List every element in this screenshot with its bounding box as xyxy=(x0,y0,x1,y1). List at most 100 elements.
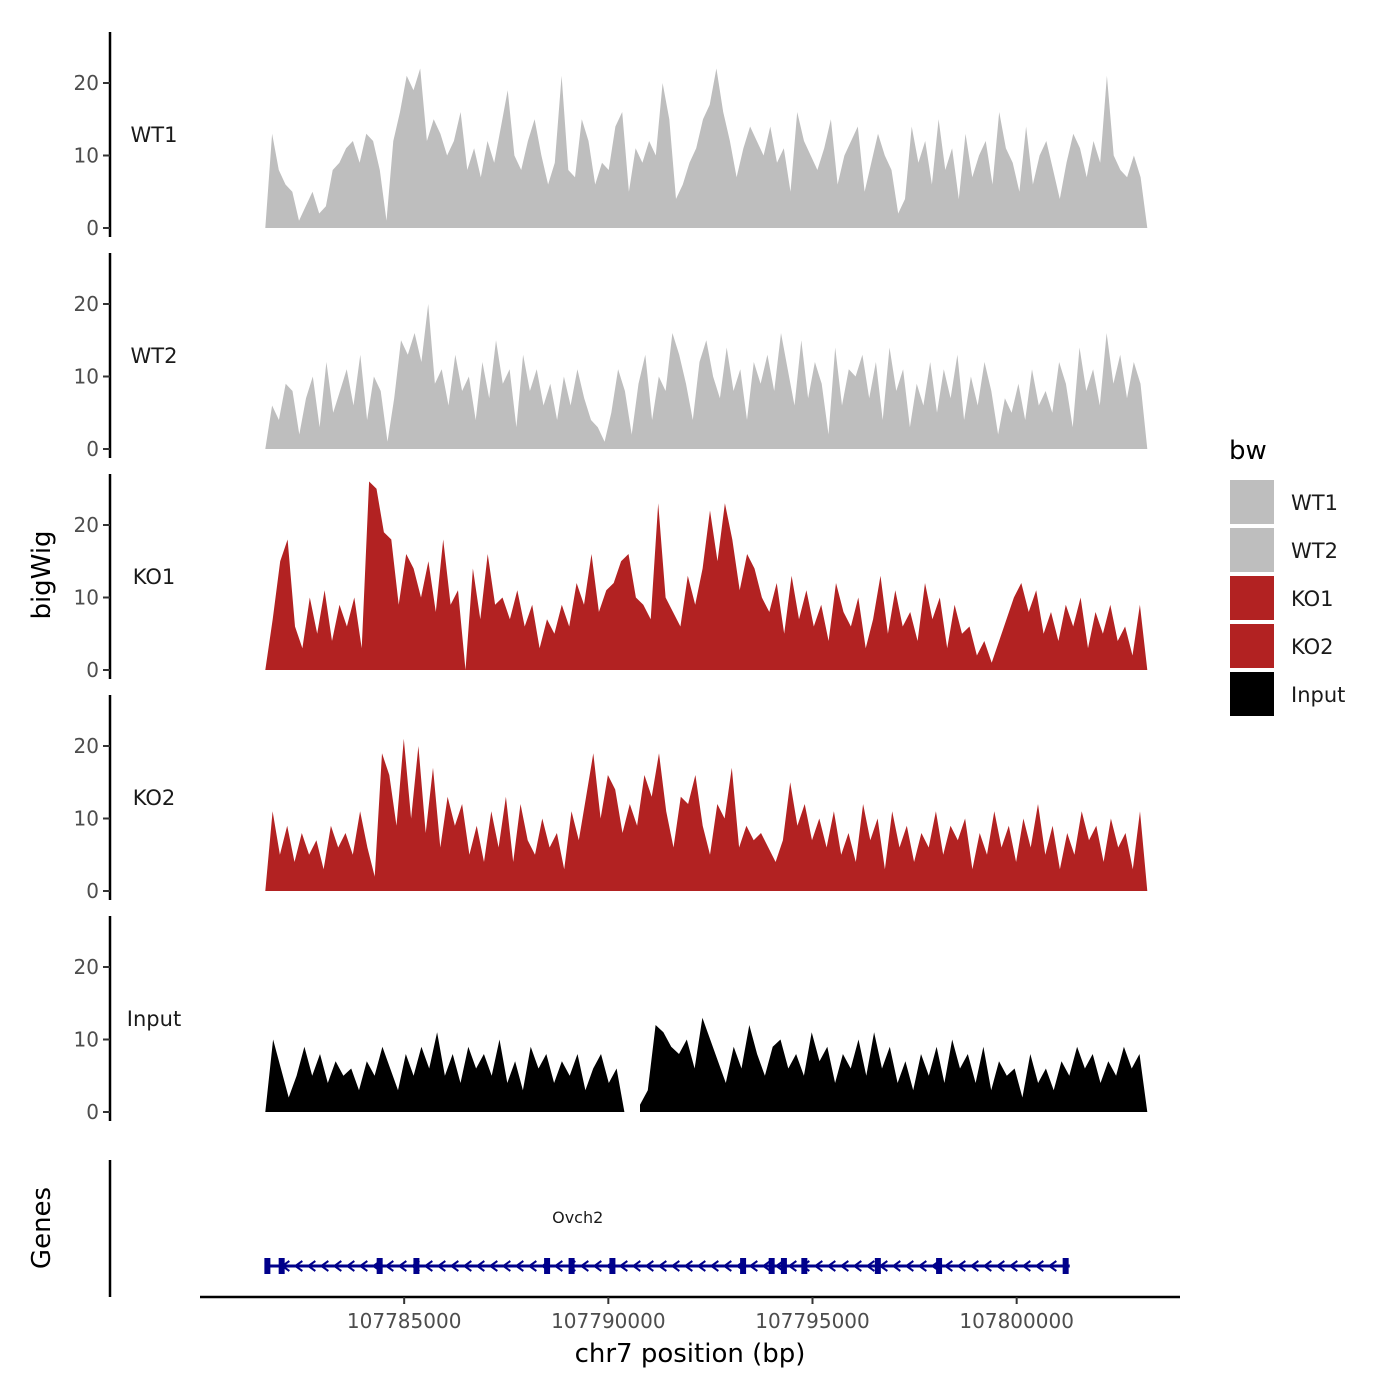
track-label-wt1: WT1 xyxy=(131,123,178,147)
signal-area-ko2 xyxy=(265,738,1148,891)
strand-arrow xyxy=(982,1260,992,1272)
strand-arrow xyxy=(839,1260,849,1272)
strand-arrow xyxy=(943,1260,953,1272)
genes-track: Genes Ovch2 xyxy=(27,1160,1070,1297)
signal-area-ko1 xyxy=(265,481,1148,670)
exon xyxy=(568,1258,575,1274)
legend: bw WT1 WT2 KO1 KO2 Input xyxy=(1229,436,1345,716)
exon xyxy=(740,1258,747,1274)
y-tick-label: 0 xyxy=(86,1100,99,1124)
y-tick-label: 10 xyxy=(74,144,99,168)
exon xyxy=(936,1258,943,1274)
strand-arrow xyxy=(514,1260,524,1272)
y-tick-label: 10 xyxy=(74,807,99,831)
gene-model xyxy=(264,1258,1070,1274)
strand-arrow xyxy=(527,1260,537,1272)
exon xyxy=(544,1258,551,1274)
x-tick-label: 107785000 xyxy=(347,1309,462,1333)
y-tick-label: 0 xyxy=(86,216,99,240)
strand-arrow xyxy=(787,1260,797,1272)
y-tick-label: 10 xyxy=(74,1028,99,1052)
track-ko2: 0 10 20 KO2 xyxy=(74,695,1148,903)
strand-arrow xyxy=(488,1260,498,1272)
genes-track-title: Genes xyxy=(27,1187,57,1269)
track-panels: 0 10 20 WT1 0 10 20 WT2 0 10 20 KO1 0 10 20 KO2 0 10 20 Inp… xyxy=(74,32,1148,1124)
legend-title: bw xyxy=(1229,436,1267,466)
exon xyxy=(376,1258,383,1274)
strand-arrow xyxy=(449,1260,459,1272)
strand-arrow xyxy=(891,1260,901,1272)
strand-arrow xyxy=(904,1260,914,1272)
legend-key-input xyxy=(1230,672,1274,716)
signal-area-input xyxy=(640,1017,1148,1112)
legend-label-ko2: KO2 xyxy=(1291,635,1334,659)
exon xyxy=(780,1258,787,1274)
strand-arrow xyxy=(618,1260,628,1272)
x-tick-label: 107790000 xyxy=(551,1309,666,1333)
strand-arrow xyxy=(995,1260,1005,1272)
strand-arrow xyxy=(358,1260,368,1272)
strand-arrow xyxy=(826,1260,836,1272)
strand-arrow xyxy=(592,1260,602,1272)
strand-arrow xyxy=(553,1260,563,1272)
track-wt2: 0 10 20 WT2 xyxy=(74,253,1148,461)
y-tick-label: 0 xyxy=(86,437,99,461)
strand-arrow xyxy=(761,1260,771,1272)
strand-arrow xyxy=(501,1260,511,1272)
strand-arrow xyxy=(956,1260,966,1272)
y-tick-label: 10 xyxy=(74,586,99,610)
strand-arrow xyxy=(722,1260,732,1272)
y-tick-label: 0 xyxy=(86,658,99,682)
track-ko1: 0 10 20 KO1 xyxy=(74,474,1148,682)
x-tick-label: 107800000 xyxy=(959,1309,1074,1333)
strand-arrow xyxy=(657,1260,667,1272)
strand-arrow xyxy=(579,1260,589,1272)
exon xyxy=(413,1258,420,1274)
track-label-ko2: KO2 xyxy=(133,786,176,810)
x-axis-title: chr7 position (bp) xyxy=(575,1339,806,1369)
strand-arrow xyxy=(670,1260,680,1272)
track-label-ko1: KO1 xyxy=(133,565,176,589)
strand-arrow xyxy=(683,1260,693,1272)
strand-arrow xyxy=(397,1260,407,1272)
gene-name-label: Ovch2 xyxy=(552,1208,603,1227)
exon xyxy=(609,1258,616,1274)
exon xyxy=(278,1258,285,1274)
x-tick-label: 107795000 xyxy=(755,1309,870,1333)
strand-arrow xyxy=(345,1260,355,1272)
y-tick-label: 20 xyxy=(74,734,99,758)
track-input: 0 10 20 Input xyxy=(74,916,1148,1124)
track-label-wt2: WT2 xyxy=(131,344,178,368)
strand-arrow xyxy=(696,1260,706,1272)
strand-arrow xyxy=(1047,1260,1057,1272)
track-wt1: 0 10 20 WT1 xyxy=(74,32,1148,240)
strand-arrow xyxy=(644,1260,654,1272)
strand-arrow xyxy=(631,1260,641,1272)
strand-arrow xyxy=(709,1260,719,1272)
signal-area-input xyxy=(265,1032,625,1112)
strand-arrow xyxy=(1008,1260,1018,1272)
strand-arrow xyxy=(332,1260,342,1272)
strand-arrow xyxy=(917,1260,927,1272)
exon xyxy=(768,1258,775,1274)
strand-arrow xyxy=(436,1260,446,1272)
strand-arrow xyxy=(852,1260,862,1272)
y-tick-label: 0 xyxy=(86,879,99,903)
strand-arrow xyxy=(475,1260,485,1272)
track-label-input: Input xyxy=(127,1007,181,1031)
legend-label-input: Input xyxy=(1291,683,1345,707)
signal-area-wt2 xyxy=(265,304,1148,449)
strand-arrow xyxy=(748,1260,758,1272)
exon xyxy=(874,1258,881,1274)
strand-arrow xyxy=(1034,1260,1044,1272)
x-axis: 107785000 107790000 107795000 107800000 xyxy=(200,1295,1180,1333)
strand-arrow xyxy=(969,1260,979,1272)
strand-arrow xyxy=(319,1260,329,1272)
legend-label-wt1: WT1 xyxy=(1291,491,1338,515)
strand-arrow xyxy=(813,1260,823,1272)
strand-arrow xyxy=(462,1260,472,1272)
y-axis-title: bigWig xyxy=(27,530,57,619)
y-tick-label: 20 xyxy=(74,955,99,979)
y-tick-label: 20 xyxy=(74,292,99,316)
